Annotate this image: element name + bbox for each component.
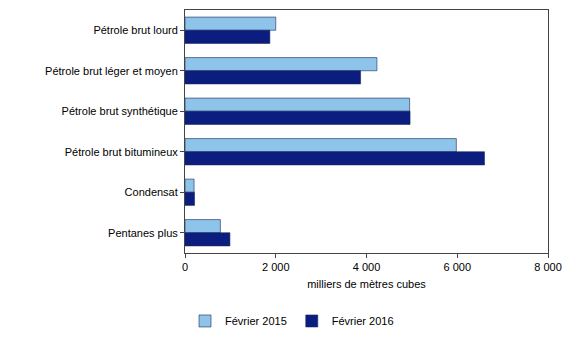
svg-text:Pétrole brut synthétique: Pétrole brut synthétique: [62, 105, 178, 117]
svg-text:Février 2015: Février 2015: [225, 315, 287, 327]
svg-text:6 000: 6 000: [443, 261, 471, 273]
svg-text:2 000: 2 000: [262, 261, 290, 273]
svg-text:Pentanes plus: Pentanes plus: [108, 227, 178, 239]
svg-text:Pétrole brut lourd: Pétrole brut lourd: [93, 24, 177, 36]
svg-text:Condensat: Condensat: [125, 186, 178, 198]
svg-text:milliers de mètres cubes: milliers de mètres cubes: [307, 278, 426, 290]
svg-text:0: 0: [182, 261, 188, 273]
svg-text:8 000: 8 000: [534, 261, 562, 273]
svg-text:Février 2016: Février 2016: [332, 315, 394, 327]
svg-text:Pétrole brut bitumineux: Pétrole brut bitumineux: [65, 146, 179, 158]
svg-text:4 000: 4 000: [353, 261, 381, 273]
svg-text:Pétrole brut léger et moyen: Pétrole brut léger et moyen: [45, 65, 178, 77]
